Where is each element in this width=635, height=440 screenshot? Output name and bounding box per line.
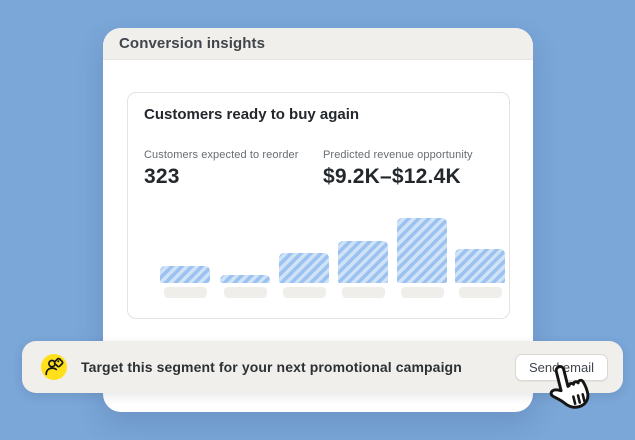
campaign-toast: Target this segment for your next promot… xyxy=(22,341,623,393)
chart-bar xyxy=(220,275,270,283)
chart-axis-label-placeholder xyxy=(163,287,207,298)
chart-bar xyxy=(279,253,329,283)
customer-segment-icon xyxy=(41,354,67,380)
panel-header: Conversion insights xyxy=(103,28,533,60)
chart-axis-label-placeholder xyxy=(341,287,385,298)
chart-bar xyxy=(338,241,388,283)
chart-axis-label-placeholder xyxy=(282,287,326,298)
toast-message: Target this segment for your next promot… xyxy=(81,359,462,375)
chart-axis-label-placeholder xyxy=(223,287,267,298)
customers-ready-card: Customers ready to buy again Customers e… xyxy=(127,92,510,319)
metric-label: Customers expected to reorder xyxy=(144,149,299,161)
metric-value: 323 xyxy=(144,165,180,188)
metric-value: $9.2K–$12.4K xyxy=(323,165,461,188)
send-email-button[interactable]: Send email xyxy=(514,353,608,381)
chart-axis-label-placeholder xyxy=(400,287,444,298)
reorder-bar-chart xyxy=(144,218,505,298)
chart-axis-label-placeholder xyxy=(458,287,502,298)
conversion-insights-panel: Conversion insights Customers ready to b… xyxy=(103,28,533,412)
chart-bar xyxy=(455,249,505,283)
metrics-row: Customers expected to reorder 323 Predic… xyxy=(144,149,493,189)
metric-revenue-opportunity: Predicted revenue opportunity $9.2K–$12.… xyxy=(323,149,473,189)
metric-expected-reorder: Customers expected to reorder 323 xyxy=(144,149,323,189)
metric-label: Predicted revenue opportunity xyxy=(323,149,473,161)
card-title: Customers ready to buy again xyxy=(144,106,360,123)
chart-bar xyxy=(160,266,210,283)
panel-title: Conversion insights xyxy=(119,35,266,52)
chart-bar xyxy=(397,218,447,283)
